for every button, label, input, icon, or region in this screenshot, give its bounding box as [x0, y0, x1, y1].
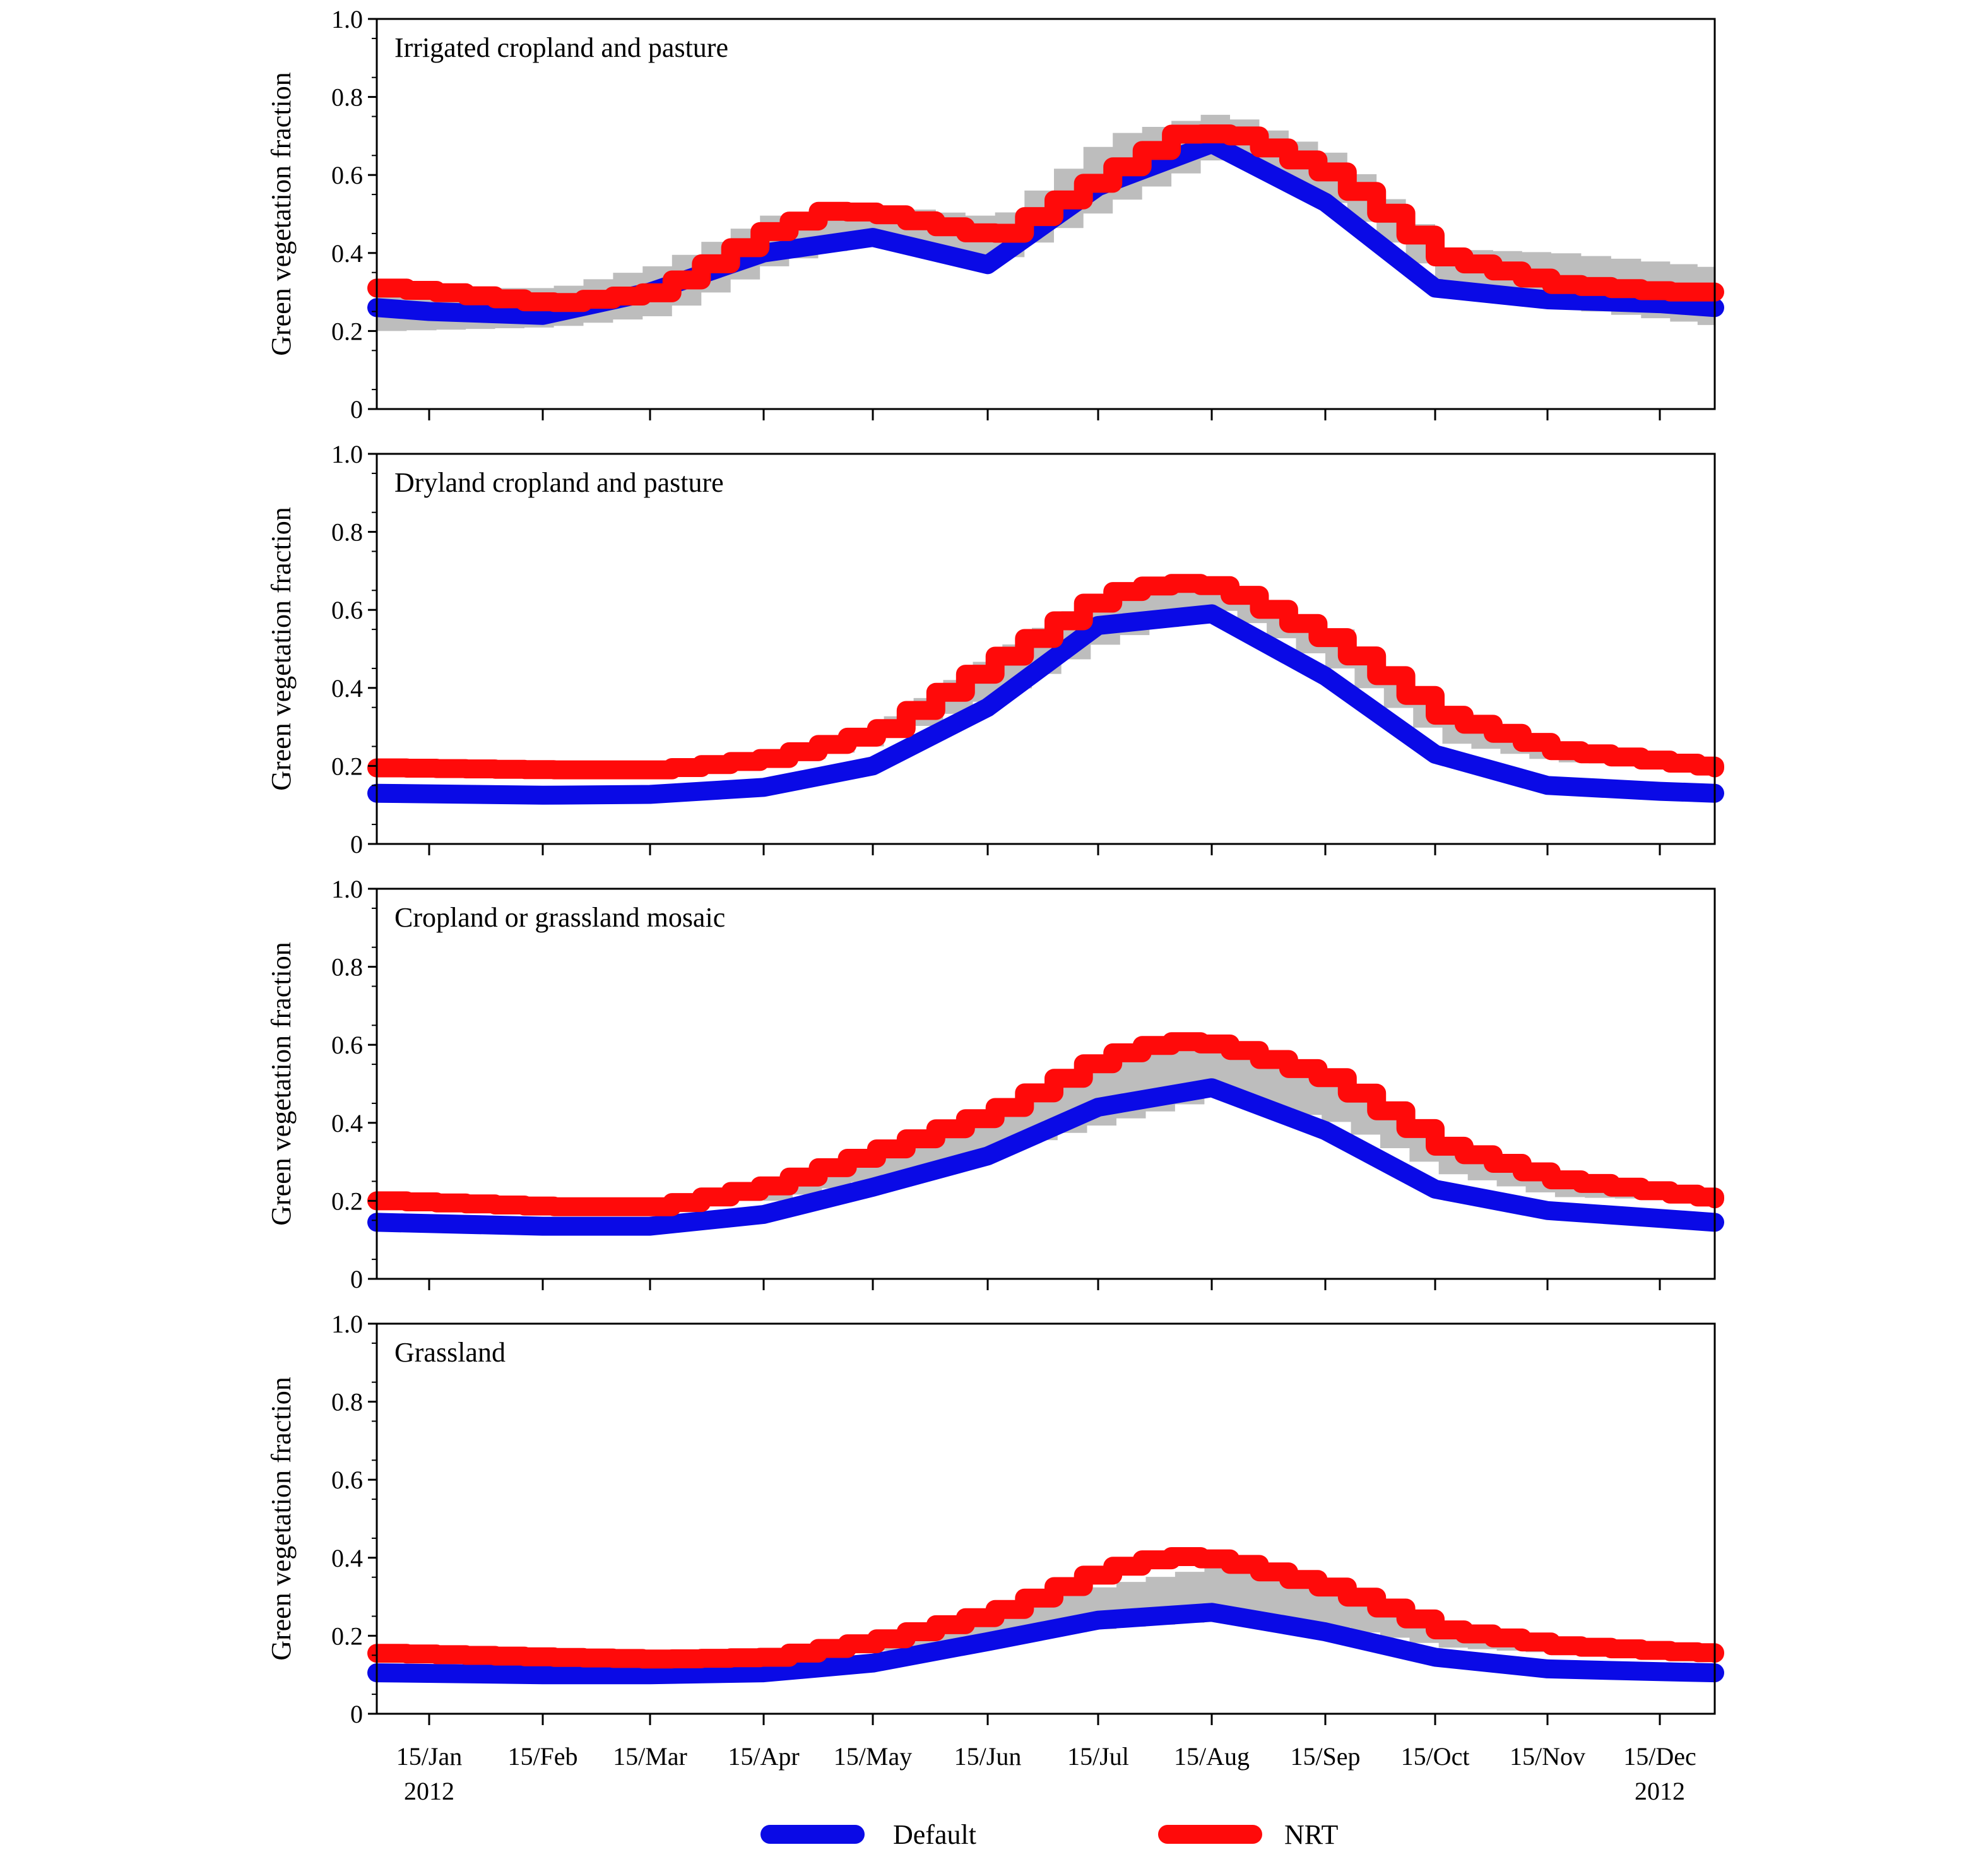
panel-4: 0 0.2 0.4 0.6 0.8 1.0 Green vegetation fractio… [266, 1310, 1724, 1728]
y-tick-label: 0.8 [331, 953, 363, 982]
x-tick-label: 15/Aug [1174, 1742, 1250, 1771]
x-tick-label: 15/Jan [396, 1742, 462, 1771]
y-tick-label: 0.6 [331, 161, 363, 189]
y-axis-title: Green vegetation fraction [266, 72, 297, 356]
y-tick-label: 0.2 [331, 752, 363, 780]
y-tick-label: 0.4 [331, 674, 363, 703]
year-label-end: 2012 [1635, 1777, 1685, 1805]
series-line-default [367, 604, 1724, 805]
y-tick-label: 0.2 [331, 1622, 363, 1650]
y-tick-label: 0.6 [331, 1031, 363, 1059]
y-tick-label: 0.2 [331, 1187, 363, 1215]
y-tick-label: 1.0 [331, 5, 363, 33]
y-tick-label: 0.4 [331, 1109, 363, 1137]
series-line-default [367, 1078, 1724, 1236]
y-tick-label: 1.0 [331, 1310, 363, 1338]
x-axis-labels: 15/Jan 15/Feb 15/Mar 15/Apr 15/May 15/Jun 15/J… [396, 1742, 1696, 1805]
x-tick-label: 15/May [834, 1742, 912, 1771]
x-tick-label: 15/Dec [1623, 1742, 1696, 1771]
plot-frame [376, 1322, 1716, 1715]
panel-title: Cropland or grassland mosaic [394, 902, 725, 933]
year-label-start: 2012 [404, 1777, 454, 1805]
series-line-nrt [367, 1032, 1724, 1216]
plot-frame [376, 18, 1716, 410]
series-line-nrt [367, 574, 1724, 780]
y-axis-title: Green vegetation fraction [266, 1377, 297, 1661]
panel-1: 0 0.2 0.4 0.6 0.8 1.0 Green vegetation fractio… [266, 5, 1724, 424]
y-tick-label: 0 [350, 1700, 363, 1728]
plot-frame [376, 453, 1716, 845]
x-tick-label: 15/Jul [1067, 1742, 1129, 1771]
y-tick-label: 0 [350, 1265, 363, 1293]
y-tick-label: 0.4 [331, 1544, 363, 1572]
x-tick-label: 15/Mar [613, 1742, 687, 1771]
plot-frame [376, 887, 1716, 1280]
y-axis-title: Green vegetation fraction [266, 507, 297, 791]
panel-title: Irrigated cropland and pasture [394, 32, 728, 63]
panel-2: 0 0.2 0.4 0.6 0.8 1.0 Green vegetation fractio… [266, 440, 1724, 858]
y-tick-label: 0.8 [331, 83, 363, 112]
y-tick-label: 0.8 [331, 1388, 363, 1416]
x-tick-label: 15/Sep [1290, 1742, 1360, 1771]
y-tick-label: 0.8 [331, 518, 363, 547]
panel-title: Grassland [394, 1337, 506, 1368]
legend: Default NRT [760, 1819, 1338, 1850]
x-tick-label: 15/Apr [728, 1742, 799, 1771]
legend-label-default: Default [893, 1819, 976, 1850]
y-tick-label: 0.6 [331, 596, 363, 624]
legend-label-nrt: NRT [1284, 1819, 1338, 1850]
y-tick-label: 0 [350, 830, 363, 858]
series-line-nrt [367, 124, 1724, 312]
series-line-nrt [367, 1547, 1724, 1669]
y-axis-title: Green vegetation fraction [266, 942, 297, 1226]
y-tick-label: 0.6 [331, 1466, 363, 1494]
y-tick-label: 0.4 [331, 239, 363, 268]
chart-panels: 0 0.2 0.4 0.6 0.8 1.0 Green vegetation fractio… [266, 5, 1724, 1728]
x-tick-label: 15/Feb [507, 1742, 577, 1771]
y-tick-label: 1.0 [331, 875, 363, 903]
x-tick-label: 15/Nov [1510, 1742, 1585, 1771]
series-line-default [367, 1603, 1724, 1685]
y-tick-label: 0.2 [331, 317, 363, 345]
y-tick-label: 0 [350, 395, 363, 424]
x-tick-label: 15/Jun [954, 1742, 1022, 1771]
panel-3: 0 0.2 0.4 0.6 0.8 1.0 Green vegetation fractio… [266, 875, 1724, 1293]
y-tick-label: 1.0 [331, 440, 363, 468]
x-tick-label: 15/Oct [1401, 1742, 1470, 1771]
panel-title: Dryland cropland and pasture [394, 467, 724, 498]
